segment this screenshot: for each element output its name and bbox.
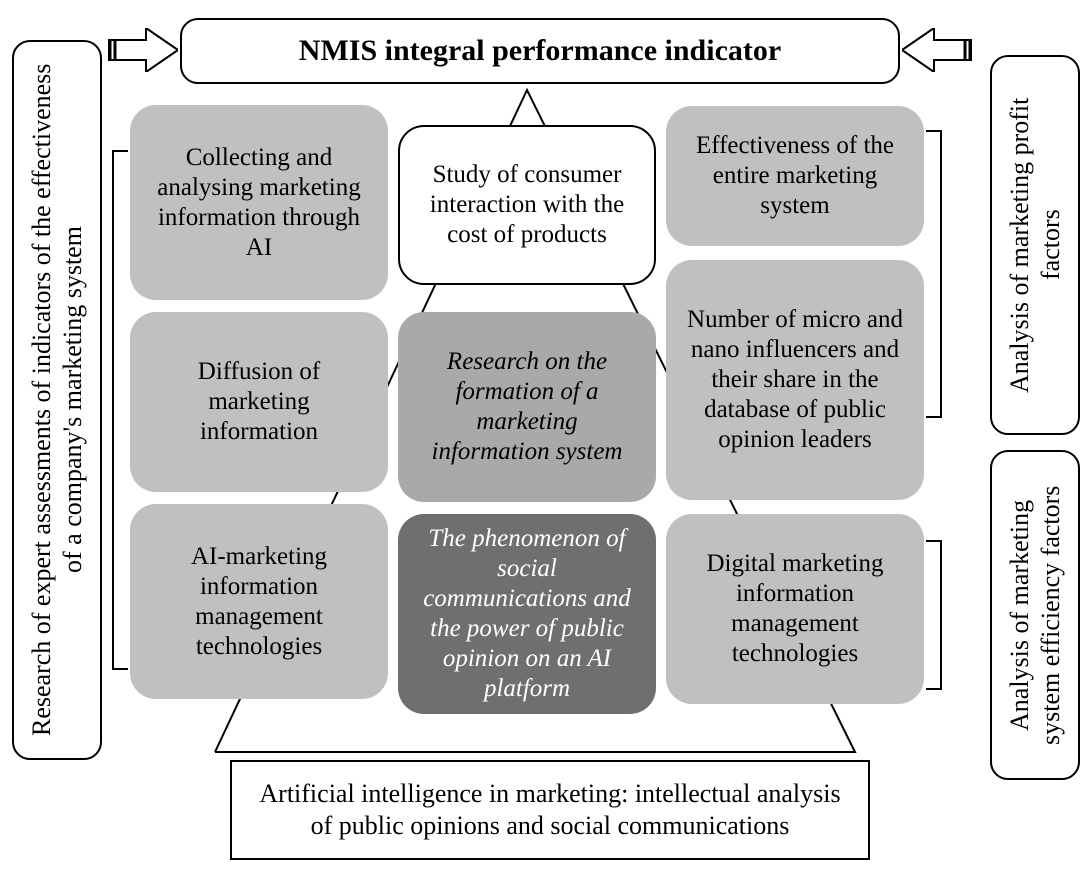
node-text: Research on the formation of a marketing… [416,347,638,467]
title-box: NMIS integral performance indicator [180,18,900,84]
node-social-communications: The phenomenon of social communications … [398,514,656,714]
node-text: Diffusion of marketing information [148,357,370,447]
node-influencers: Number of micro and nano influencers and… [666,260,924,500]
arrow-left-icon [108,28,178,72]
side-label-left: Research of expert assessments of indica… [12,40,102,760]
side-label-right-bottom-text: Analysis of marketing system efficiency … [1000,452,1070,778]
node-consumer-interaction: Study of consumer interaction with the c… [398,125,656,285]
title-text: NMIS integral performance indicator [299,34,781,68]
bracket-right-bottom [926,540,942,690]
side-label-left-text: Research of expert assessments of indica… [22,42,92,758]
bracket-right-top [926,130,942,418]
node-research-formation: Research on the formation of a marketing… [398,312,656,502]
node-diffusion: Diffusion of marketing information [130,312,388,492]
arrow-right-icon [902,28,972,72]
bottom-box: Artificial intelligence in marketing: in… [230,760,870,860]
node-text: Effectiveness of the entire marketing sy… [684,131,906,221]
node-text: Study of consumer interaction with the c… [418,160,636,250]
side-label-right-top: Analysis of marketing profit factors [990,55,1080,435]
node-effectiveness-system: Effectiveness of the entire marketing sy… [666,106,924,246]
node-ai-marketing-tech: AI-marketing information management tech… [130,504,388,699]
side-label-right-top-text: Analysis of marketing profit factors [1000,57,1070,433]
node-text: Number of micro and nano influencers and… [684,305,906,455]
node-text: Digital marketing information management… [684,549,906,669]
side-label-right-bottom: Analysis of marketing system efficiency … [990,450,1080,780]
node-text: The phenomenon of social communications … [416,524,638,704]
node-text: Collecting and analysing marketing infor… [148,143,370,263]
node-digital-marketing-tech: Digital marketing information management… [666,514,924,704]
node-collecting-analysing: Collecting and analysing marketing infor… [130,105,388,300]
node-text: AI-marketing information management tech… [148,542,370,662]
bracket-left [112,150,128,670]
bottom-text: Artificial intelligence in marketing: in… [252,778,848,843]
